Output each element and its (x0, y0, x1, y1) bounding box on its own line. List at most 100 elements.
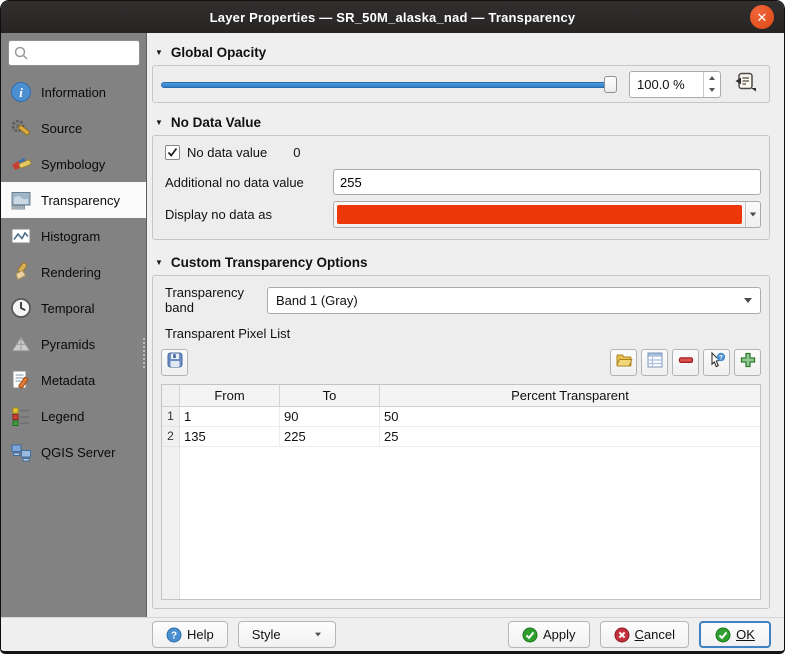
sidebar-item-source[interactable]: Source (1, 110, 146, 146)
sidebar: i Information Source Symbology Transparency H… (1, 33, 147, 617)
collapse-triangle-icon[interactable]: ▼ (155, 258, 163, 267)
help-icon: ? (166, 627, 182, 643)
row-number-cell[interactable]: 2 (162, 427, 180, 447)
sidebar-item-label: Legend (41, 408, 85, 424)
sidebar-item-metadata[interactable]: Metadata (1, 362, 146, 398)
no-data-checkbox-label[interactable]: No data value (187, 145, 268, 160)
sidebar-item-pyramids[interactable]: Pyramids (1, 326, 146, 362)
cell-from[interactable]: 1 (180, 407, 280, 427)
svg-text:?: ? (171, 630, 177, 641)
pixel-list-toolbar: ? (161, 349, 761, 376)
transparency-band-select[interactable]: Band 1 (Gray) (267, 286, 761, 314)
sidebar-item-label: Symbology (41, 156, 106, 172)
opacity-value[interactable]: 100.0 % (637, 76, 685, 92)
sidebar-item-transparency[interactable]: Transparency (1, 182, 146, 218)
cell-percent-transparent[interactable]: 25 (380, 427, 760, 447)
opacity-slider-handle[interactable] (604, 75, 617, 93)
transparency-band-value: Band 1 (Gray) (276, 292, 358, 308)
legend-icon (10, 405, 32, 427)
ok-button[interactable]: OK (699, 621, 771, 648)
opacity-slider[interactable] (161, 75, 617, 93)
spin-up-button[interactable] (704, 72, 720, 85)
close-icon: ✕ (756, 9, 768, 25)
transparent-pixel-list-label: Transparent Pixel List (165, 326, 291, 341)
sidebar-item-label: Information (41, 84, 107, 100)
add-row-button[interactable] (734, 349, 761, 376)
opacity-spinbox[interactable]: 100.0 % (629, 70, 721, 98)
no-data-checkbox[interactable] (165, 145, 180, 160)
collapse-triangle-icon[interactable]: ▼ (155, 118, 163, 127)
sidebar-item-label: Metadata (41, 372, 96, 388)
sidebar-item-label: Source (41, 120, 83, 136)
sidebar-item-temporal[interactable]: Temporal (1, 290, 146, 326)
export-to-file-button[interactable] (161, 349, 188, 376)
default-values-button[interactable] (641, 349, 668, 376)
source-icon (10, 117, 32, 139)
histogram-icon (10, 225, 32, 247)
additional-no-data-label: Additional no data value (165, 174, 304, 190)
svg-text:i: i (19, 85, 23, 100)
titlebar[interactable]: Layer Properties — SR_50M_alaska_nad — T… (1, 1, 784, 33)
cancel-icon (614, 627, 630, 643)
sidebar-item-histogram[interactable]: Histogram (1, 218, 146, 254)
symbology-icon (10, 153, 32, 175)
cell-from[interactable]: 135 (180, 427, 280, 447)
sidebar-item-label: Transparency (41, 192, 120, 208)
no-data-value-header[interactable]: ▼ No Data Value (155, 115, 770, 130)
add-values-from-display-button[interactable]: ? (703, 349, 730, 376)
no-data-color-swatch (337, 205, 742, 224)
section-title: Custom Transparency Options (170, 255, 368, 270)
remove-selected-row-button[interactable] (672, 349, 699, 376)
table-row: 1 1 90 50 (162, 407, 760, 427)
data-defined-override-icon (733, 71, 757, 98)
no-data-value-number: 0 (293, 145, 301, 160)
sidebar-item-qgis-server[interactable]: QGIS Server (1, 434, 146, 470)
panel-splitter-handle[interactable] (143, 338, 149, 368)
style-button[interactable]: Style (237, 621, 336, 648)
column-header-from[interactable]: From (180, 385, 280, 407)
sidebar-search-input[interactable] (8, 40, 140, 66)
import-from-file-button[interactable] (610, 349, 637, 376)
sidebar-item-legend[interactable]: Legend (1, 398, 146, 434)
column-header-to[interactable]: To (280, 385, 380, 407)
no-data-color-button[interactable] (333, 201, 761, 228)
additional-no-data-input[interactable] (333, 169, 761, 195)
global-opacity-frame: 100.0 % (152, 65, 770, 103)
column-header-percent[interactable]: Percent Transparent (380, 385, 760, 407)
pyramids-icon (10, 333, 32, 355)
sidebar-item-label: QGIS Server (41, 444, 116, 460)
section-title: No Data Value (170, 115, 261, 130)
row-number-cell[interactable]: 1 (162, 407, 180, 427)
sidebar-item-label: Histogram (41, 228, 101, 244)
cell-to[interactable]: 225 (280, 427, 380, 447)
sidebar-item-information[interactable]: i Information (1, 74, 146, 110)
collapse-triangle-icon[interactable]: ▼ (155, 48, 163, 57)
close-button[interactable]: ✕ (750, 5, 774, 29)
default-values-icon (646, 351, 664, 374)
row-number-strip (162, 447, 180, 599)
pick-from-map-icon: ? (708, 351, 726, 374)
chevron-down-icon (314, 632, 321, 637)
sidebar-item-symbology[interactable]: Symbology (1, 146, 146, 182)
global-opacity-header[interactable]: ▼ Global Opacity (155, 45, 770, 60)
cancel-button[interactable]: Cancel (599, 621, 689, 648)
check-icon (167, 147, 178, 157)
transparency-band-label: Transparency band (165, 285, 244, 315)
table-corner-cell[interactable] (162, 385, 180, 407)
apply-button[interactable]: Apply (508, 621, 590, 648)
no-data-frame: No data value 0 Additional no data value… (152, 135, 770, 240)
table-empty-area (162, 447, 760, 599)
help-button[interactable]: ? Help (152, 621, 228, 648)
save-icon (166, 351, 184, 374)
opacity-slider-track (161, 81, 617, 88)
table-header-row: From To Percent Transparent (162, 385, 760, 407)
spin-down-button[interactable] (704, 84, 720, 97)
data-defined-override-button[interactable] (729, 71, 761, 97)
custom-transparency-header[interactable]: ▼ Custom Transparency Options (155, 255, 770, 270)
cell-to[interactable]: 90 (280, 407, 380, 427)
qgis-server-icon (10, 441, 32, 463)
sidebar-item-rendering[interactable]: Rendering (1, 254, 146, 290)
color-dropdown-section[interactable] (745, 202, 760, 227)
open-folder-icon (615, 351, 633, 374)
cell-percent-transparent[interactable]: 50 (380, 407, 760, 427)
